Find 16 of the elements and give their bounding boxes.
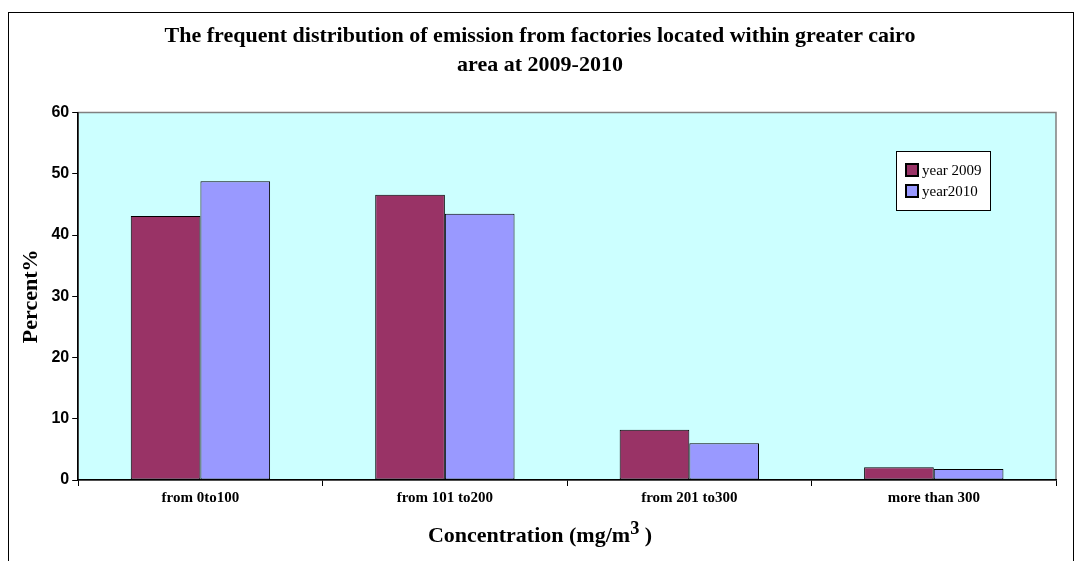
y-axis-title: Percent% — [16, 249, 42, 344]
x-tick-label: from 101 to200 — [396, 488, 494, 505]
y-tick-label: 20 — [51, 347, 70, 365]
legend-label: year 2009 — [922, 161, 982, 179]
x-tick-label: from 0to100 — [161, 488, 240, 505]
y-tick-label: 10 — [51, 409, 70, 427]
y-tick-label: 50 — [51, 164, 70, 182]
x-tick-label: more than 300 — [887, 488, 980, 505]
y-tick-label: 60 — [51, 103, 70, 121]
y-tick-label: 30 — [51, 286, 70, 304]
y-tick-label: 40 — [51, 225, 70, 243]
y-tick-label: 0 — [60, 470, 70, 488]
x-tick-label: from 201 to300 — [641, 488, 738, 505]
chart-title: The frequent distribution of emission from factories located within greater cairo area at 2009-2010 — [163, 21, 917, 78]
x-axis-title: Concentration (mg/m$^{3}$ ) — [426, 518, 654, 549]
legend-label: year2010 — [922, 182, 978, 200]
